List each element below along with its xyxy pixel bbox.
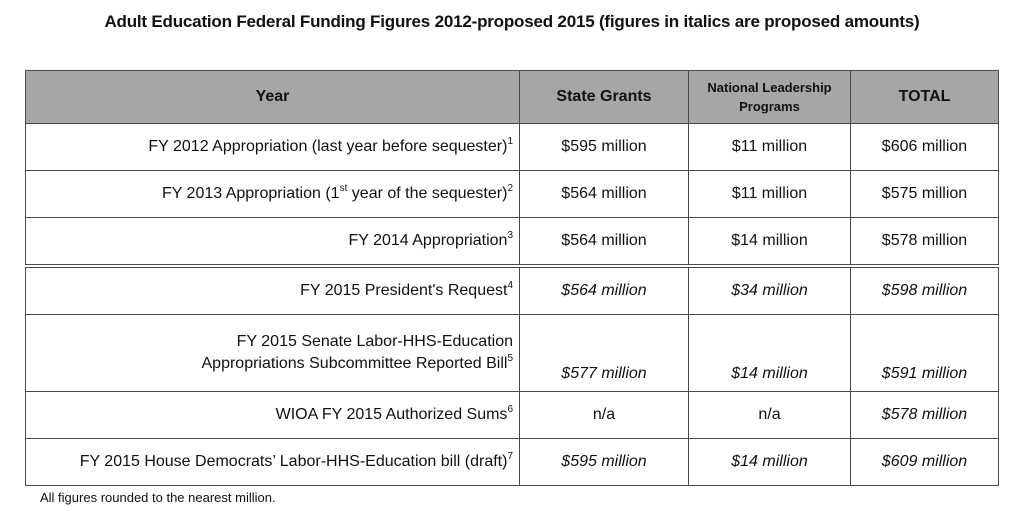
table-row: WIOA FY 2015 Authorized Sums6 n/a n/a $5… xyxy=(25,391,999,439)
footnote-ref: 4 xyxy=(507,279,513,291)
national-cell: $14 million xyxy=(688,217,851,267)
total-cell: $591 million xyxy=(850,314,999,392)
year-cell: FY 2013 Appropriation (1st year of the s… xyxy=(25,170,520,218)
footnote-ref: 2 xyxy=(507,182,513,194)
total-cell: $578 million xyxy=(850,217,999,267)
funding-table: Year State Grants National Leadership Pr… xyxy=(25,70,999,486)
national-cell: $14 million xyxy=(688,438,851,486)
year-cell: FY 2014 Appropriation3 xyxy=(25,217,520,267)
table-row: FY 2012 Appropriation (last year before … xyxy=(25,123,999,171)
national-cell: $11 million xyxy=(688,170,851,218)
state-grants-cell: n/a xyxy=(519,391,689,439)
footnote-ref: 5 xyxy=(507,352,513,364)
footnote-ref: 6 xyxy=(507,403,513,415)
header-year: Year xyxy=(25,70,520,124)
table-row: FY 2015 Senate Labor-HHS-Education Approp… xyxy=(25,314,999,392)
year-cell: FY 2015 House Democrats’ Labor-HHS-Educa… xyxy=(25,438,520,486)
header-row: Year State Grants National Leadership Pr… xyxy=(25,70,999,124)
table-row: FY 2013 Appropriation (1st year of the s… xyxy=(25,170,999,218)
page-title: Adult Education Federal Funding Figures … xyxy=(104,12,920,31)
state-grants-cell: $577 million xyxy=(519,314,689,392)
state-grants-cell: $595 million xyxy=(519,123,689,171)
national-cell: $11 million xyxy=(688,123,851,171)
state-grants-cell: $595 million xyxy=(519,438,689,486)
total-cell: $578 million xyxy=(850,391,999,439)
footnote-ref: 1 xyxy=(507,135,513,147)
total-cell: $606 million xyxy=(850,123,999,171)
year-cell: FY 2015 Senate Labor-HHS-Education Approp… xyxy=(25,314,520,392)
national-cell: $14 million xyxy=(688,314,851,392)
year-cell: FY 2015 President's Request4 xyxy=(25,264,520,315)
table-row: FY 2014 Appropriation3 $564 million $14 … xyxy=(25,217,999,267)
total-cell: $598 million xyxy=(850,264,999,315)
header-state-grants: State Grants xyxy=(519,70,689,124)
year-cell: FY 2012 Appropriation (last year before … xyxy=(25,123,520,171)
state-grants-cell: $564 million xyxy=(519,217,689,267)
table-row: FY 2015 President's Request4 $564 millio… xyxy=(25,264,999,315)
national-cell: n/a xyxy=(688,391,851,439)
total-cell: $575 million xyxy=(850,170,999,218)
header-total: TOTAL xyxy=(850,70,999,124)
rounding-note: All figures rounded to the nearest milli… xyxy=(40,490,276,505)
national-cell: $34 million xyxy=(688,264,851,315)
state-grants-cell: $564 million xyxy=(519,170,689,218)
footnote-ref: 7 xyxy=(507,450,513,462)
total-cell: $609 million xyxy=(850,438,999,486)
header-national-leadership: National Leadership Programs xyxy=(688,70,851,124)
state-grants-cell: $564 million xyxy=(519,264,689,315)
table-row: FY 2015 House Democrats’ Labor-HHS-Educa… xyxy=(25,438,999,486)
footnote-ref: 3 xyxy=(507,229,513,241)
year-cell: WIOA FY 2015 Authorized Sums6 xyxy=(25,391,520,439)
